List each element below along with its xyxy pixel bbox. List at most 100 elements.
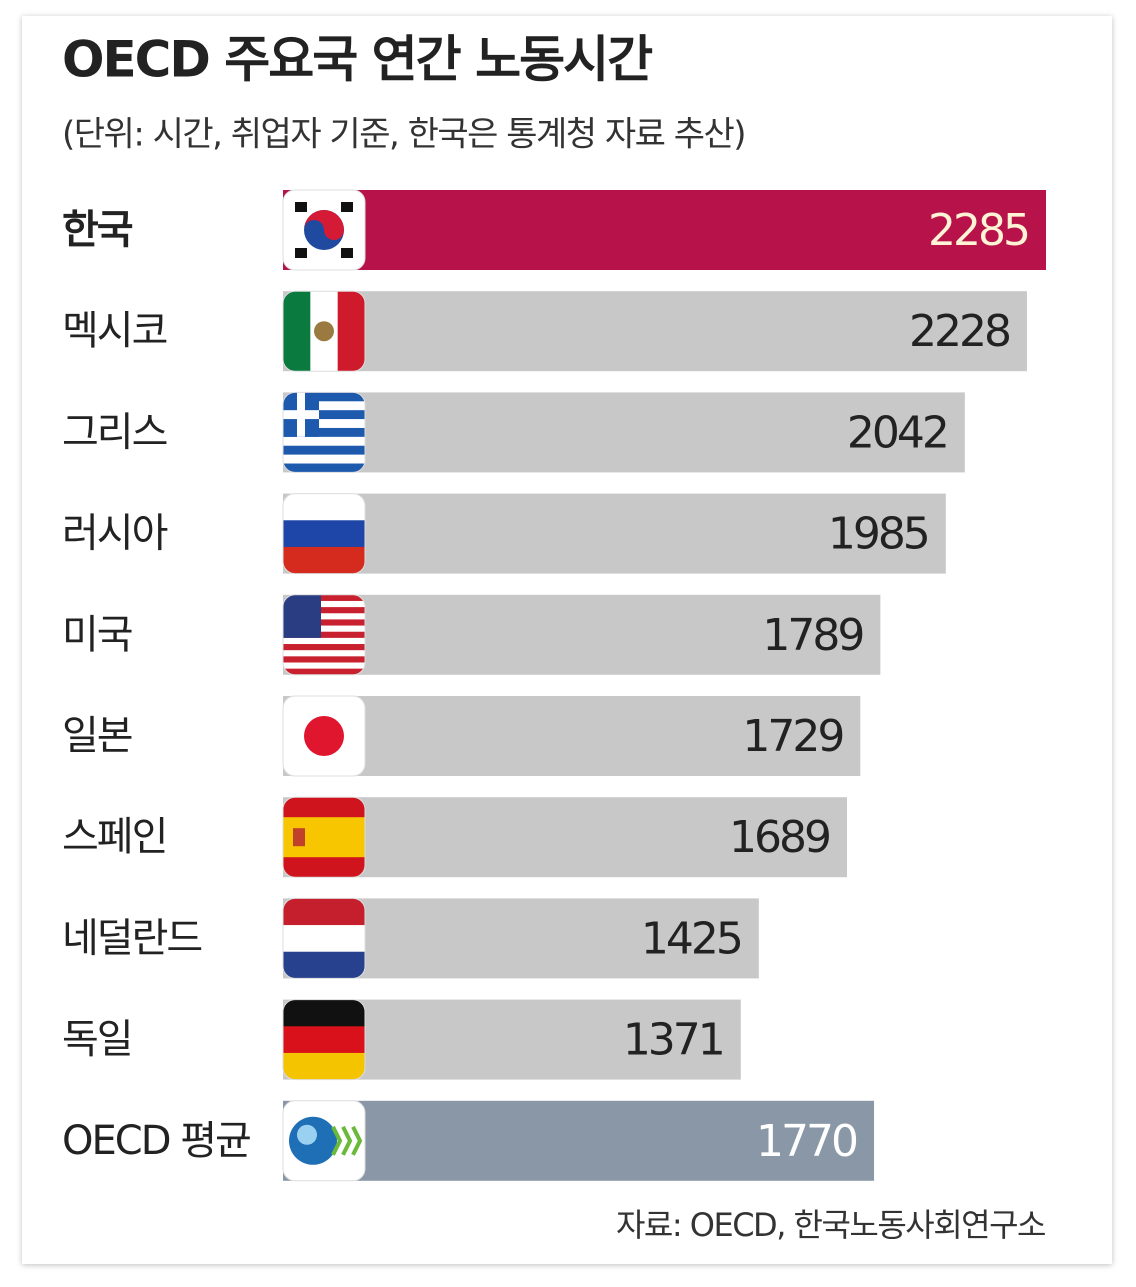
flag-part	[283, 401, 365, 411]
flag-part	[283, 613, 365, 620]
flag-border	[282, 594, 366, 676]
value-label: 1371	[623, 1015, 723, 1066]
value-label: 1985	[828, 509, 928, 560]
bar	[283, 190, 1046, 270]
flag-part	[283, 999, 365, 1027]
flag-border	[282, 290, 366, 372]
category-label: 스페인	[62, 814, 166, 860]
bar	[283, 1100, 875, 1181]
flag	[283, 898, 365, 979]
flag-part	[283, 546, 365, 574]
flag-border	[282, 391, 366, 473]
value-label: 1425	[641, 913, 741, 964]
value-label: 2228	[909, 306, 1009, 357]
flag-border	[282, 1100, 366, 1182]
flag-part	[283, 594, 365, 602]
value-label: 2285	[928, 205, 1028, 256]
bar	[283, 594, 881, 675]
flag-part	[283, 650, 365, 657]
flag-part	[283, 656, 365, 663]
bar	[283, 392, 965, 473]
flag-part	[283, 520, 365, 548]
flags	[282, 189, 366, 1182]
source: 자료: OECD, 한국노동사회연구소	[616, 1206, 1045, 1244]
category-label: 그리스	[62, 409, 167, 455]
flag-part	[283, 631, 365, 639]
flag-part	[283, 925, 365, 953]
flag-part	[341, 202, 353, 212]
flag	[283, 493, 365, 574]
flag-part	[283, 668, 365, 675]
category-label: 한국	[62, 207, 133, 253]
flag-part	[283, 951, 365, 979]
flag-border	[282, 695, 366, 777]
value-label: 1729	[742, 711, 842, 762]
flag-part	[337, 291, 365, 372]
flag-border	[282, 999, 366, 1081]
flag-part	[283, 427, 365, 438]
flag-part	[283, 493, 365, 521]
flag-part	[304, 210, 344, 240]
flag	[283, 594, 365, 675]
value-label: 1789	[762, 610, 862, 661]
flag-part	[283, 625, 365, 633]
flag	[283, 1100, 365, 1181]
flag-part	[283, 594, 321, 638]
flag-part	[283, 637, 365, 645]
flag-part	[283, 410, 365, 420]
flag-part	[295, 202, 307, 212]
bar	[283, 797, 847, 878]
flag-part	[283, 454, 365, 465]
flag-part	[283, 419, 365, 429]
flag-part	[283, 1052, 365, 1080]
category-label: 독일	[62, 1017, 132, 1063]
flag-part	[297, 392, 305, 437]
flag-part	[283, 619, 365, 627]
flag-border	[282, 796, 366, 878]
flag-part	[331, 1125, 343, 1156]
flag-part	[283, 607, 365, 614]
category-label: 러시아	[62, 511, 168, 557]
bar	[283, 696, 861, 776]
flag	[283, 696, 365, 776]
flag-part	[283, 644, 365, 651]
category-label: 미국	[62, 612, 132, 658]
flag	[283, 797, 365, 878]
flag-part	[283, 898, 365, 926]
flag-part	[283, 291, 311, 372]
flag-border	[282, 189, 366, 271]
flag	[283, 291, 365, 372]
flag-part	[314, 321, 334, 342]
flag-part	[283, 436, 365, 447]
flag-part	[283, 445, 365, 456]
flag-part	[283, 463, 365, 473]
category-label: 멕시코	[62, 308, 167, 354]
flag-part	[295, 248, 307, 258]
bar	[283, 291, 1027, 372]
flag-border	[282, 493, 366, 575]
flag-part	[351, 1125, 363, 1156]
flag-part	[283, 392, 365, 402]
flag-part	[341, 248, 353, 258]
flag-part	[283, 662, 365, 670]
category-label: 일본	[62, 713, 132, 759]
flag	[283, 392, 365, 473]
value-label: 1689	[729, 812, 829, 863]
flag-part	[341, 1125, 353, 1156]
chart-title: OECD 주요국 연간 노동시간	[62, 31, 653, 89]
flag	[283, 999, 365, 1080]
category-label: OECD 평균	[62, 1118, 250, 1164]
flag-part	[293, 828, 305, 847]
value-label: 1770	[756, 1116, 857, 1167]
flag-part	[283, 600, 365, 608]
bar	[283, 493, 946, 574]
flag-part	[304, 716, 344, 756]
flag-border	[282, 897, 366, 979]
flag-part	[283, 1026, 365, 1054]
flag	[283, 190, 365, 270]
flag-part	[297, 1124, 317, 1145]
category-label: 네덜란드	[62, 915, 201, 961]
value-label: 2042	[847, 407, 947, 458]
chart-subtitle: (단위: 시간, 취업자 기준, 한국은 통계청 자료 추산)	[62, 115, 745, 155]
